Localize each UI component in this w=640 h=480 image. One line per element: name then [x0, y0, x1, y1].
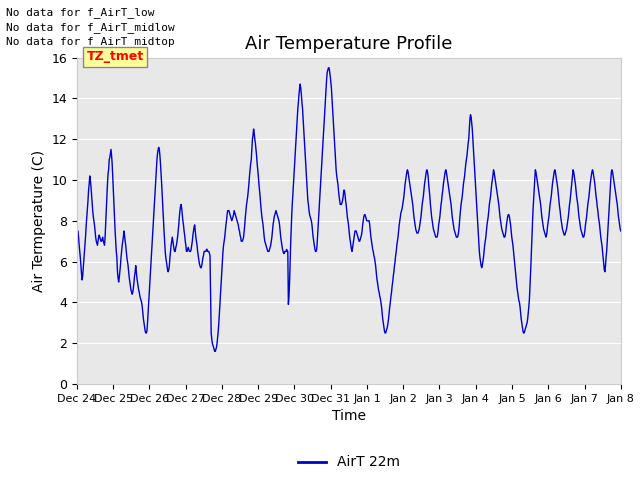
Title: Air Temperature Profile: Air Temperature Profile: [245, 35, 452, 53]
Text: No data for f_AirT_midtop: No data for f_AirT_midtop: [6, 36, 175, 47]
Legend: AirT 22m: AirT 22m: [292, 450, 405, 475]
Y-axis label: Air Termperature (C): Air Termperature (C): [31, 150, 45, 292]
X-axis label: Time: Time: [332, 409, 366, 423]
Text: No data for f_AirT_midlow: No data for f_AirT_midlow: [6, 22, 175, 33]
Text: No data for f_AirT_low: No data for f_AirT_low: [6, 7, 155, 18]
Text: TZ_tmet: TZ_tmet: [86, 50, 143, 63]
